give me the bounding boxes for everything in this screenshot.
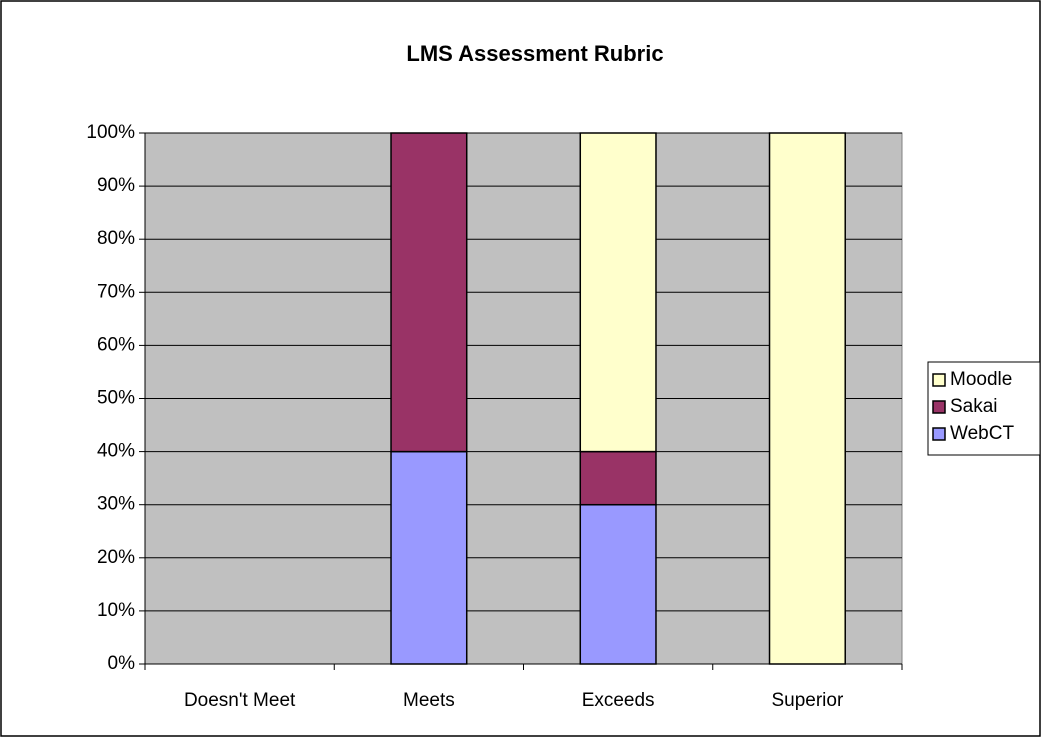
legend-label: Moodle (950, 369, 1012, 390)
y-tick-label: 10% (97, 600, 135, 621)
bar (579, 503, 657, 665)
legend-swatch (932, 427, 946, 441)
bar (579, 450, 657, 506)
legend-swatch (932, 400, 946, 414)
x-tick-label: Doesn't Meet (184, 690, 296, 711)
y-tick-label: 90% (97, 175, 135, 196)
y-tick-label: 40% (97, 441, 135, 462)
bar (390, 450, 468, 665)
legend-box (927, 361, 1041, 456)
y-tick-label: 80% (97, 228, 135, 249)
chart-title: LMS Assessment Rubric (406, 41, 663, 66)
x-tick-label: Superior (771, 690, 843, 711)
y-tick-label: 20% (97, 547, 135, 568)
y-tick-label: 70% (97, 281, 135, 302)
y-tick-label: 0% (108, 653, 136, 674)
x-tick-label: Exceeds (582, 690, 655, 711)
y-tick-label: 100% (86, 122, 135, 143)
bar (390, 132, 468, 453)
legend-swatch (932, 373, 946, 387)
bar (579, 132, 657, 453)
y-tick-label: 60% (97, 334, 135, 355)
bar (768, 132, 846, 665)
y-tick-label: 50% (97, 388, 135, 409)
legend-label: Sakai (950, 396, 998, 417)
legend-label: WebCT (950, 423, 1014, 444)
x-tick-label: Meets (403, 690, 455, 711)
y-tick-label: 30% (97, 494, 135, 515)
